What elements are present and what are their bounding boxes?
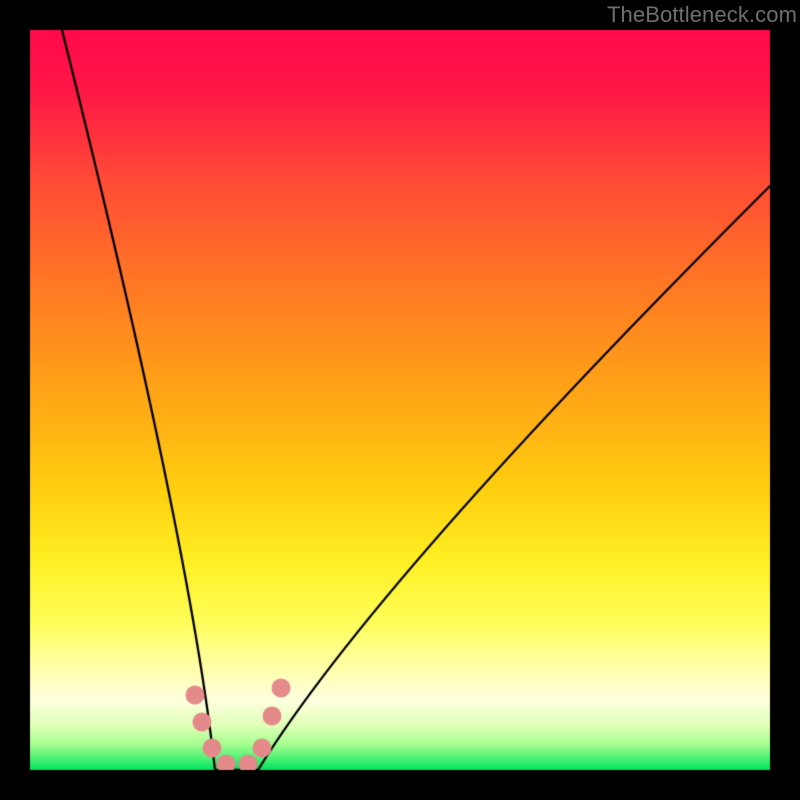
chart-container: TheBottleneck.com bbox=[0, 0, 800, 800]
watermark-text: TheBottleneck.com bbox=[607, 2, 797, 28]
bottleneck-chart-canvas bbox=[0, 0, 800, 800]
